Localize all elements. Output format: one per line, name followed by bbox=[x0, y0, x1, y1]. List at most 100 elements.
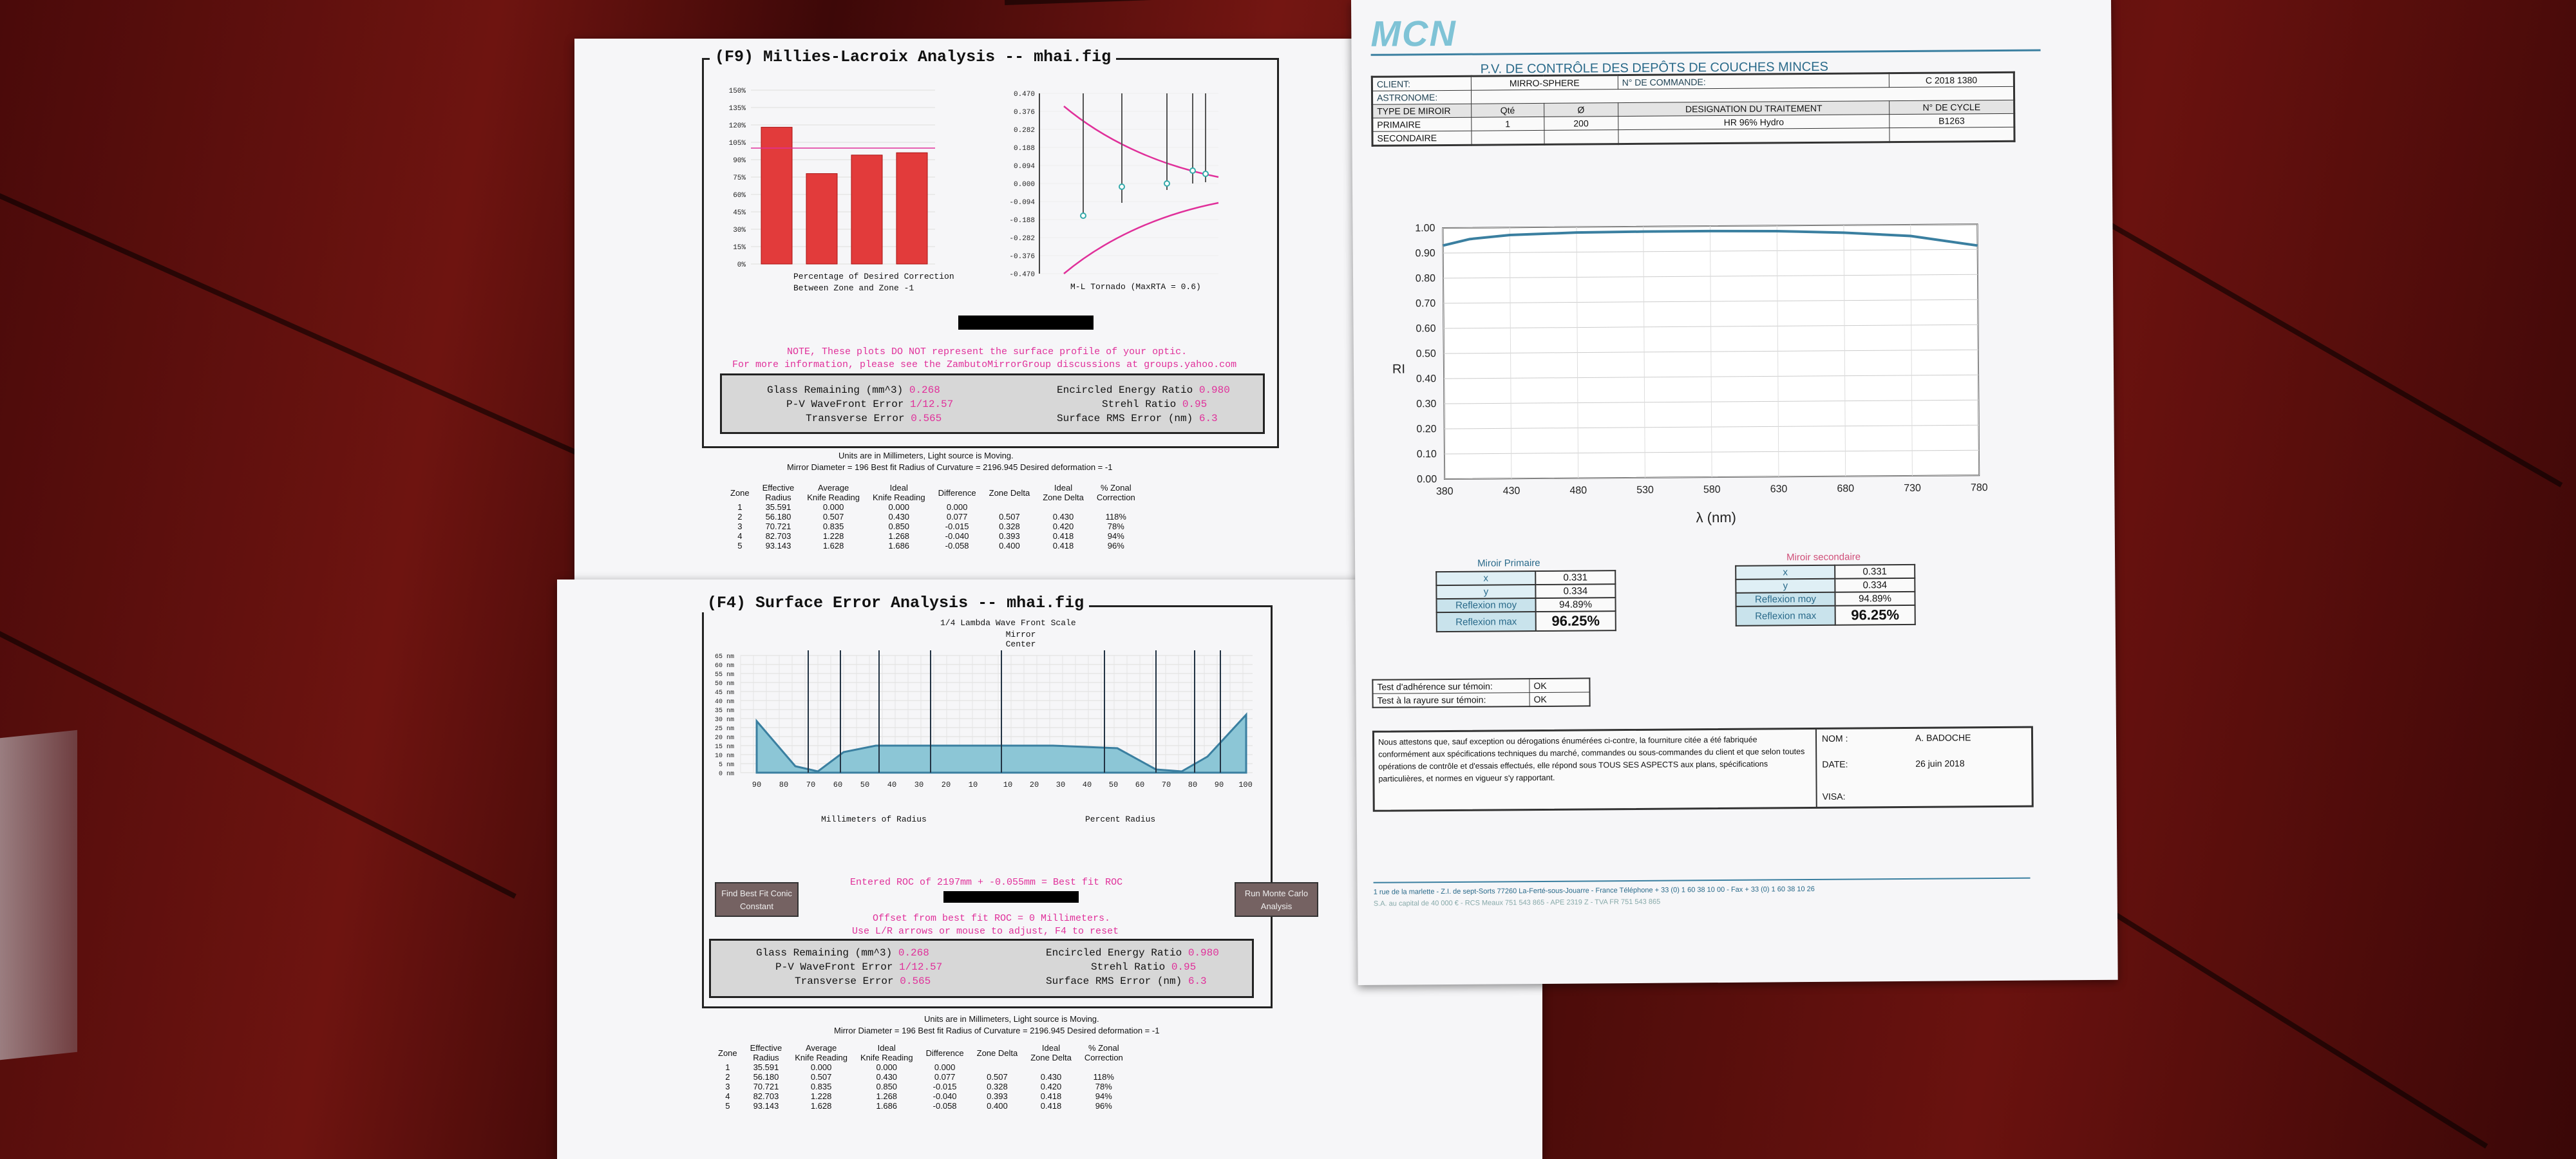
surface-x-left-tick: 30 bbox=[914, 780, 923, 789]
run-monte-carlo-button[interactable]: Run Monte Carlo Analysis bbox=[1235, 882, 1318, 917]
reflectance-x-tick: 580 bbox=[1703, 484, 1721, 495]
f9-note-1: NOTE, These plots DO NOT represent the s… bbox=[787, 346, 1188, 357]
tornado-axis: 0.470 0.376 0.282 0.188 0.094 0.000 -0.094 -0.1… bbox=[1009, 91, 1218, 279]
tornado-axis-tick: 0.000 bbox=[1014, 181, 1035, 189]
reflectance-x-axis: 380 430 480 530 580 630 680 730 780 bbox=[1436, 482, 1988, 497]
ee-value: 0.980 bbox=[1188, 947, 1219, 959]
reflectance-y-tick: 0.60 bbox=[1416, 323, 1435, 334]
date-value: 26 juin 2018 bbox=[1915, 758, 1965, 769]
surface-y-axis: 65 nm 60 nm 55 nm 50 nm 45 nm 40 nm 35 nm 30 nm… bbox=[715, 654, 734, 778]
table-row: 2 56.180 0.507 0.430 0.077 0.507 0.430 118% bbox=[712, 1072, 1130, 1082]
zone-col-header-line: % Zonal bbox=[1100, 483, 1132, 493]
tornado-axis-tick: 0.282 bbox=[1014, 127, 1035, 135]
zone-col-header: Ideal Knife Reading bbox=[866, 483, 932, 502]
secondary-opt-label: Reflexion moy bbox=[1736, 592, 1835, 607]
zone-col-header: % Zonal Correction bbox=[1090, 483, 1142, 502]
units-note-1: Units are in Millimeters, Light source i… bbox=[838, 451, 1014, 460]
mcn-logo: MCN bbox=[1370, 12, 1457, 54]
zone-cell: 0.420 bbox=[1040, 1082, 1062, 1091]
pv-label: P-V WaveFront Error bbox=[775, 961, 893, 973]
zone-cell: 0.430 bbox=[1052, 512, 1074, 522]
surface-x-right-tick: 70 bbox=[1162, 780, 1171, 789]
bar-zone-2 bbox=[761, 127, 793, 265]
secondary-opt-label: Reflexion max bbox=[1736, 605, 1835, 626]
surface-x-right-tick: 10 bbox=[1003, 780, 1012, 789]
zone-col-header-line: Ideal bbox=[889, 483, 908, 493]
f4-title: (F4) Surface Error Analysis -- mhai.fig bbox=[702, 594, 1090, 612]
qte-label: Qté bbox=[1471, 103, 1544, 118]
zone-cell: 0.000 bbox=[810, 1062, 832, 1072]
find-best-fit-conic-button[interactable]: Find Best Fit Conic Constant bbox=[715, 882, 799, 917]
tornado-points bbox=[1080, 167, 1209, 219]
zone-cell: 0.000 bbox=[822, 502, 844, 512]
nom-value: A. BADOCHE bbox=[1915, 732, 1971, 743]
zone-cell: 94% bbox=[1095, 1091, 1112, 1101]
secondary-mirror-table: x 0.331 y 0.334 Reflexion moy 94.89% Reflexion… bbox=[1735, 563, 1916, 627]
zone-col-header-line: Zone bbox=[730, 487, 750, 498]
plastic-bag bbox=[0, 730, 77, 1060]
f9-stats-box: Glass Remaining (mm^3) 0.268 P-V WaveFro… bbox=[720, 373, 1265, 434]
zone-col-header: Average Knife Reading bbox=[788, 1043, 854, 1062]
table-row: y 0.334 bbox=[1736, 578, 1915, 593]
zone-col-header-line: Difference bbox=[925, 1048, 964, 1058]
zone-col-header-line: % Zonal bbox=[1088, 1043, 1119, 1053]
reflectance-curve bbox=[1443, 229, 1978, 247]
wavefront-scale: 1/4 Lambda Wave Front Scale bbox=[940, 618, 1076, 628]
table-row: Reflexion moy 94.89% bbox=[1736, 591, 1915, 607]
zone-cell: 0.430 bbox=[1040, 1072, 1062, 1082]
tornado-caption: M-L Tornado (MaxRTA = 0.6) bbox=[1070, 282, 1201, 292]
zone-cell: -0.040 bbox=[945, 531, 969, 541]
zone-col-header: Zone bbox=[712, 1043, 744, 1062]
surface-x-right-tick: 80 bbox=[1188, 780, 1197, 789]
zone-cell: 0.393 bbox=[999, 531, 1020, 541]
cycle-label: N° DE CYCLE bbox=[1889, 100, 2014, 115]
units-note-2: Mirror Diameter = 196 Best fit Radius of… bbox=[834, 1026, 1160, 1035]
zone-cell: 0.835 bbox=[810, 1082, 832, 1091]
zone-cell: 70.721 bbox=[765, 522, 791, 531]
f4-stats-box: Glass Remaining (mm^3) 0.268 P-V WaveFro… bbox=[709, 939, 1254, 998]
treat-label: DESIGNATION DU TRAITEMENT bbox=[1618, 100, 1890, 117]
zone-cell: 0.430 bbox=[876, 1072, 898, 1082]
tornado-axis-tick: -0.094 bbox=[1009, 199, 1035, 207]
zone-cell: 118% bbox=[1105, 512, 1126, 522]
zone-cell: 0.430 bbox=[888, 512, 910, 522]
reflectance-y-tick: 0.80 bbox=[1416, 273, 1435, 284]
bar-axis-tick: 105% bbox=[729, 140, 746, 147]
surface-y-tick: 60 nm bbox=[715, 663, 734, 670]
primary-opt-value: 96.25% bbox=[1535, 611, 1616, 632]
zone-col-header: Effective Radius bbox=[744, 1043, 789, 1062]
zone-cell: 0.400 bbox=[987, 1101, 1008, 1111]
trans-label: Transverse Error bbox=[795, 975, 894, 987]
surface-y-tick: 40 nm bbox=[715, 699, 734, 706]
zone-col-header-line: Effective bbox=[762, 483, 795, 493]
roc-line: Entered ROC of 2197mm + -0.055mm = Best … bbox=[850, 877, 1123, 888]
order-value: C 2018 1380 bbox=[1889, 72, 2014, 88]
surface-x-right-tick: 30 bbox=[1056, 780, 1065, 789]
attestation-divider bbox=[1815, 729, 1817, 807]
zone-cell: 1.228 bbox=[822, 531, 844, 541]
reflectance-y-axis: 1.00 0.90 0.80 0.70 0.60 0.50 0.40 0.30 0.20 0.10… bbox=[1415, 223, 1437, 485]
secondary-opt-value: 0.334 bbox=[1835, 578, 1915, 592]
zone-cell: 0.418 bbox=[1040, 1101, 1062, 1111]
adhesion-label: Test d'adhérence sur témoin: bbox=[1372, 679, 1530, 694]
f9-note-2: For more information, please see the Zam… bbox=[732, 359, 1237, 370]
tornado-axis-tick: -0.376 bbox=[1009, 253, 1035, 261]
reflectance-x-tick: 480 bbox=[1569, 485, 1587, 496]
bar-axis-tick: 60% bbox=[733, 192, 746, 200]
secondary-opt-value: 94.89% bbox=[1835, 591, 1915, 606]
primary-mirror-title: Miroir Primaire bbox=[1477, 557, 1540, 569]
reflectance-y-tick: 0.20 bbox=[1416, 424, 1436, 435]
surface-x-right: 10 20 30 40 50 60 70 80 90 100 bbox=[1003, 780, 1253, 789]
zone-table-2: Zone Effective Radius Average Knife Reading I… bbox=[712, 1043, 1130, 1111]
primary-label: PRIMAIRE bbox=[1372, 117, 1472, 132]
zone-cell: 0.507 bbox=[999, 512, 1020, 522]
attestation-text: Nous attestons que, sauf exception ou dé… bbox=[1378, 735, 1805, 784]
surface-y-tick: 55 nm bbox=[715, 672, 734, 679]
trans-label: Transverse Error bbox=[806, 413, 905, 424]
zone-cell: 5 bbox=[725, 1101, 730, 1111]
surface-y-tick: 25 nm bbox=[715, 726, 734, 733]
zone-cell: 78% bbox=[1107, 522, 1124, 531]
bar-zone-4 bbox=[851, 155, 883, 265]
strehl-value: 0.95 bbox=[1182, 399, 1208, 410]
adhesion-value: OK bbox=[1529, 678, 1590, 693]
